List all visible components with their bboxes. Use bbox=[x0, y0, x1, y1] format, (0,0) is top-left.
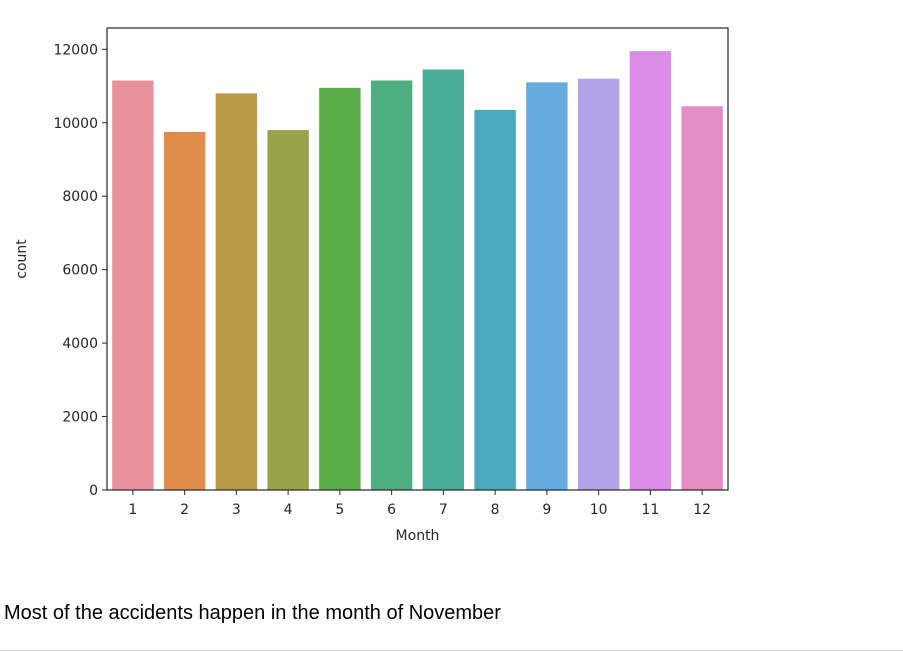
bar-month-10 bbox=[577, 78, 620, 491]
x-axis-label: Month bbox=[396, 528, 440, 544]
bar-group bbox=[112, 51, 723, 491]
x-tick-label: 10 bbox=[590, 502, 608, 518]
x-tick-label: 5 bbox=[335, 502, 344, 518]
y-tick-label: 2000 bbox=[62, 410, 98, 426]
y-tick-label: 12000 bbox=[53, 42, 98, 58]
bar-month-2 bbox=[163, 131, 206, 490]
x-tick-label: 7 bbox=[439, 502, 448, 518]
chart-caption: Most of the accidents happen in the mont… bbox=[4, 602, 501, 624]
y-tick-label: 0 bbox=[89, 483, 98, 499]
bar-month-5 bbox=[319, 87, 361, 491]
y-tick-label: 8000 bbox=[62, 189, 98, 205]
bar-month-3 bbox=[215, 93, 258, 491]
bar-month-6 bbox=[370, 80, 413, 491]
bar-month-8 bbox=[474, 109, 516, 491]
y-tick-label: 10000 bbox=[53, 116, 98, 132]
y-axis-label: count bbox=[14, 239, 30, 279]
bar-month-9 bbox=[526, 82, 568, 490]
x-tick-label: 11 bbox=[641, 502, 659, 518]
x-tick-label: 2 bbox=[180, 502, 189, 518]
x-tick-label: 3 bbox=[232, 502, 241, 518]
bar-month-11 bbox=[629, 51, 672, 490]
bar-month-1 bbox=[112, 80, 154, 491]
bar-month-12 bbox=[681, 106, 723, 490]
y-axis: 0 2000 4000 6000 8000 10000 12000 bbox=[53, 42, 107, 499]
bar-month-7 bbox=[422, 69, 465, 490]
axes-frame bbox=[106, 27, 729, 491]
divider bbox=[0, 650, 903, 651]
x-tick-label: 8 bbox=[491, 502, 500, 518]
x-tick-label: 9 bbox=[542, 502, 551, 518]
x-tick-label: 4 bbox=[284, 502, 293, 518]
y-tick-label: 6000 bbox=[62, 263, 98, 279]
x-axis: 1 2 3 4 5 6 7 8 9 10 11 12 bbox=[128, 490, 711, 518]
y-tick-label: 4000 bbox=[62, 336, 98, 352]
x-tick-label: 1 bbox=[128, 502, 137, 518]
bar-month-4 bbox=[267, 130, 309, 490]
x-tick-label: 12 bbox=[693, 502, 711, 518]
x-tick-label: 6 bbox=[387, 502, 396, 518]
